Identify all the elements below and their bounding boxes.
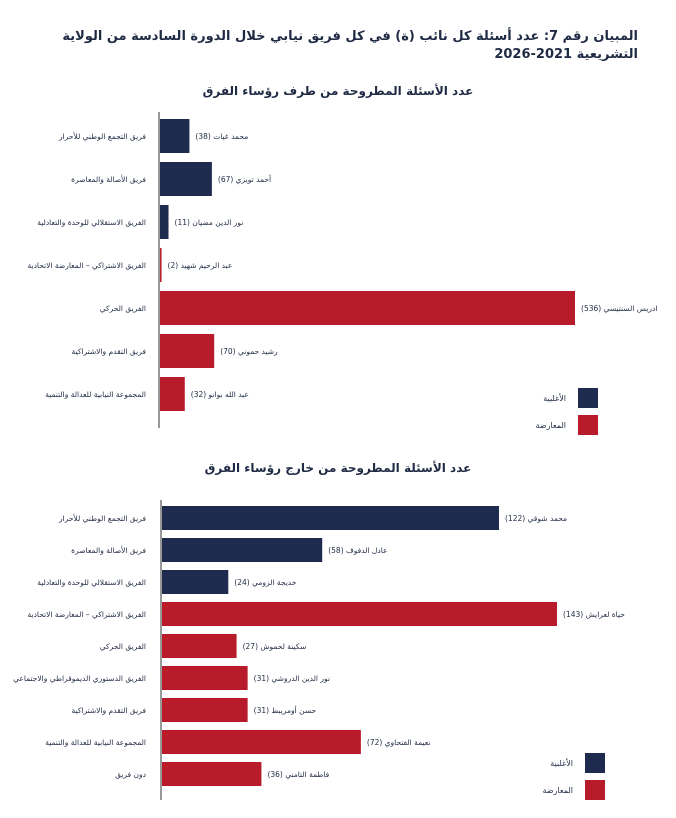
chart-1-category-label: فريق التجمع الوطني للأحرار [58,131,146,141]
chart-2-data-label: (عادل الدفوف (58 [328,546,387,555]
chart-1-legend-swatch-opposition [578,415,598,435]
chart-title: المبيان رقم 7: عدد أسئلة كل نائب (ة) في … [62,29,638,62]
chart-1-category-label: الفريق الحركي [100,304,146,313]
chart-2-data-label: (حسن أومريبط (31 [254,705,317,715]
chart-2-bar [162,730,361,754]
chart-2-legend-swatch-majority [585,753,605,773]
chart-1-bar [160,334,215,368]
chart-1-data-label: (عبد الله بوانو (32 [191,390,249,399]
chart-1-data-label: (نور الدين مضيان (11 [175,218,244,227]
chart-1-legend-label-opposition: المعارضة [535,421,566,430]
chart-2-category-label: فريق التجمع الوطني للأحرار [58,513,146,523]
chart-2-category-label: الفريق الاشتراكي – المعارضة الاتحادية [27,610,146,619]
chart-2-bar [162,506,499,530]
chart-2-bar [162,762,262,786]
chart-2-category-label: الفريق الدستوري الديموقراطي والاجتماعي [13,674,146,683]
chart-2-bar [162,602,557,626]
chart-1-category-label: المجموعة النيابية للعدالة والتنمية [45,390,146,399]
chart-1-bar [160,377,185,411]
chart-2-bar [162,666,248,690]
chart-2-data-label: (فاطمة التامني (36 [267,770,329,779]
chart-1-legend-label-majority: الأغلبية [543,393,566,403]
chart-1-bar [160,119,190,153]
chart-2-data-label: (حياة لعرايش (143 [563,610,625,619]
chart-1-data-label: (محمد غيات (38 [195,132,248,141]
chart-1-legend-swatch-majority [578,388,598,408]
chart-1-bar [160,205,169,239]
chart-2-data-label: (سكينة لحموش (27 [243,642,307,651]
chart-1-data-label: (ادريس السنتيسي (536 [581,304,657,313]
chart-1-bar [160,162,212,196]
chart-1-category-label: الفريق الاستقلالي للوحدة والتعادلية [37,218,146,227]
chart-2-category-label: الفريق الاستقلالي للوحدة والتعادلية [37,578,146,587]
chart-2-bar [162,570,229,594]
chart-1-data-label: (عبد الرحيم شهيد (2 [168,261,233,270]
chart-2-data-label: (نعيمة الفتحاوي (72 [367,738,431,747]
chart-2-category-label: دون فريق [115,770,146,779]
chart-2-category-label: المجموعة النيابية للعدالة والتنمية [45,738,146,747]
chart-2-legend-label-majority: الأغلبية [550,758,573,768]
chart-2-legend-label-opposition: المعارضة [542,786,573,795]
chart-1-bar [160,291,575,325]
chart-1-category-label: فريق التقدم والاشتراكية [72,347,147,356]
chart-1-category-label: الفريق الاشتراكي – المعارضة الاتحادية [27,261,146,270]
chart-2-category-label: الفريق الحركي [100,642,146,651]
chart-2-data-label: (نور الدين الدروشي (31 [254,674,330,683]
chart-2-data-label: (محمد شوقي (122 [505,514,567,523]
chart-2-bar [162,538,323,562]
chart-2-title: عدد الأسئلة المطروحة من خارج رؤساء الفرق [204,461,472,475]
chart-1-bar [160,248,162,282]
chart-2-bar [162,698,248,722]
chart-2-category-label: فريق الأصالة والمعاصرة [71,545,146,555]
chart-2-data-label: (خديجة الزومي (24 [234,578,296,587]
chart-2-bar [162,634,237,658]
chart-1-category-label: فريق الأصالة والمعاصرة [71,174,146,184]
chart-1-data-label: (أحمد تويزي (67 [218,174,271,184]
chart-2-legend-swatch-opposition [585,780,605,800]
chart-1-data-label: (رشيد حموني (70 [220,347,278,356]
chart-1-title: عدد الأسئلة المطروحة من طرف رؤساء الفرق [202,84,474,98]
chart-2-category-label: فريق التقدم والاشتراكية [72,706,147,715]
